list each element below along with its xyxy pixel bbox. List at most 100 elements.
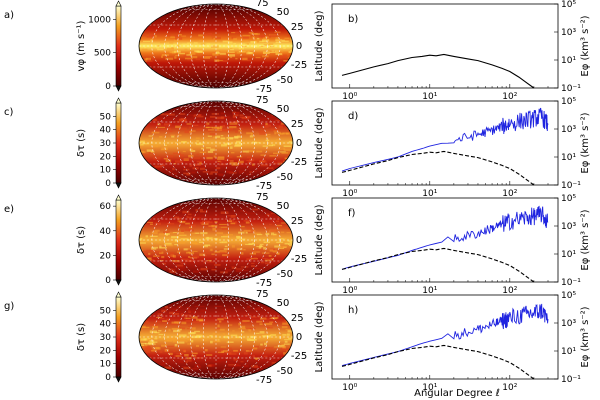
map-texture [282,147,286,150]
map-texture [261,252,270,254]
map-texture [139,250,147,252]
map-texture [239,58,243,61]
map-texture [274,346,278,348]
map-texture [186,123,192,125]
map-texture [221,350,224,353]
map-texture [178,360,183,364]
map-texture [275,139,280,141]
map-texture [182,150,186,153]
map-texture [168,352,173,356]
map-texture [256,118,262,121]
map-texture [161,255,165,259]
map-texture [219,328,225,331]
map-texture [173,39,180,42]
colorbar-tick-label: 20 [100,152,112,162]
map-texture [288,237,293,239]
map-texture [262,51,270,55]
map-texture [180,118,187,120]
map-texture [165,159,172,163]
map-texture [149,340,155,343]
map-texture [168,328,171,332]
map-texture [151,248,157,250]
map-texture [232,31,239,34]
x-tick-label: 10² [502,189,517,199]
map-texture [144,154,150,156]
map-texture [140,338,147,341]
colorbar-tick-label: 30 [100,333,112,343]
colorbar [115,102,122,184]
colorbar-tick-label: 0 [105,82,111,92]
map-texture [184,130,193,134]
map-texture [203,261,206,264]
map-texture [243,219,250,222]
map-texture [176,341,185,344]
map-texture [238,160,244,164]
map-texture [287,330,293,333]
map-texture [186,251,191,254]
x-tick-label: 10¹ [422,92,437,102]
map-texture [191,56,198,59]
colorbar-tick-label: 0 [105,276,111,286]
map-texture [179,34,182,36]
map-texture [144,58,148,60]
map-texture [212,266,215,268]
map-texture [262,126,269,128]
map-texture [196,143,204,146]
colorbar-extend-top [115,194,122,201]
panel-label: e) [4,204,14,215]
map-texture [174,56,177,59]
map-texture [201,147,204,150]
map-texture [266,326,270,329]
map-texture [220,112,225,115]
map-texture [179,127,187,130]
map-texture [145,348,153,351]
map-texture [208,244,212,247]
map-texture [239,242,246,245]
map-texture [200,221,207,224]
map-texture [242,320,250,322]
map-texture [259,173,264,175]
map-texture [143,265,151,269]
map-texture [169,130,173,133]
map-texture [159,40,166,44]
map-texture [213,38,216,40]
map-texture [191,352,198,355]
map-texture [161,147,168,150]
y-tick-label: 10¹ [561,347,576,357]
colorbar-tick-label: 500 [94,49,111,59]
map-texture [214,59,220,62]
map-texture [161,344,167,347]
colorbar-tick-label: 50 [100,306,112,316]
map-meridian [151,295,281,379]
map-texture [192,250,198,252]
map-texture [208,129,211,132]
map-texture [256,233,263,236]
map-texture [240,331,245,333]
map-texture [235,140,241,144]
map-texture [142,362,150,366]
map-texture [287,34,293,37]
map-texture [145,235,149,238]
map-texture [167,113,175,116]
map-texture [195,137,200,139]
map-texture [141,326,150,329]
map-texture [225,351,232,354]
map-texture [242,34,251,37]
map-texture [263,307,270,311]
map-texture [176,266,185,269]
map-texture [266,333,271,335]
map-texture [208,225,214,227]
map-texture [184,48,188,51]
latitude-tick-label: 75 [256,192,269,203]
map-texture [187,218,196,220]
map-texture [171,142,178,146]
map-texture [284,339,292,341]
map-texture [255,267,263,270]
map-texture [231,266,237,270]
map-texture [190,339,194,343]
map-texture [274,31,281,33]
map-texture [140,319,144,322]
map-texture [244,211,248,214]
map-texture [145,171,150,173]
